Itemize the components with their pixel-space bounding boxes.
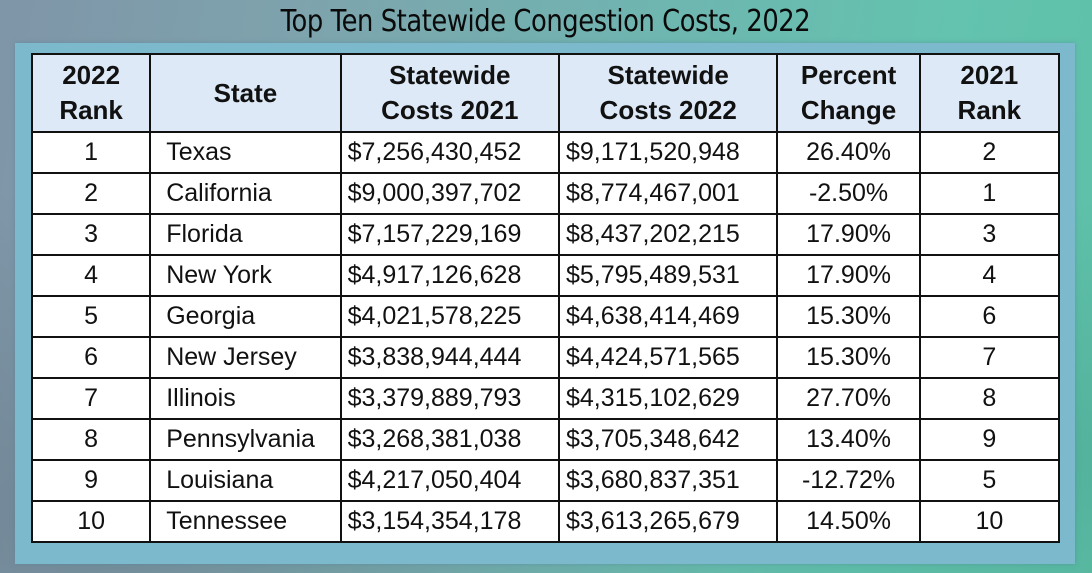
cell-rank-2022: 2 [30, 172, 152, 215]
header-label: Percent [800, 60, 897, 90]
header-label: Rank [59, 95, 123, 125]
congestion-costs-table: 2022 Rank State Statewide Costs 2021 Sta… [30, 53, 1061, 543]
cell-costs-2022: $8,437,202,215 [557, 213, 779, 256]
cell-rank-2022: 8 [30, 418, 152, 461]
header-costs-2021: Statewide Costs 2021 [339, 53, 561, 133]
cell-costs-2021: $4,021,578,225 [339, 295, 561, 338]
header-label: Statewide [607, 60, 729, 90]
cell-state: New Jersey [149, 336, 342, 379]
page-title: Top Ten Statewide Congestion Costs, 2022 [280, 4, 811, 39]
cell-state: Tennessee [149, 500, 342, 543]
table-row: 4 New York $4,917,126,628 $5,795,489,531… [30, 254, 1061, 297]
cell-state: California [149, 172, 342, 215]
cell-rank-2021: 3 [918, 213, 1061, 256]
cell-state: Florida [149, 213, 342, 256]
cell-rank-2022: 5 [30, 295, 152, 338]
cell-costs-2022: $5,795,489,531 [557, 254, 779, 297]
header-costs-2022: Statewide Costs 2022 [557, 53, 779, 133]
cell-state: Texas [149, 131, 342, 174]
table-row: 9 Louisiana $4,217,050,404 $3,680,837,35… [30, 459, 1061, 502]
cell-state: Illinois [149, 377, 342, 420]
cell-percent-change: 15.30% [776, 295, 921, 338]
cell-rank-2022: 4 [30, 254, 152, 297]
table-row: 2 California $9,000,397,702 $8,774,467,0… [30, 172, 1061, 215]
cell-costs-2022: $3,613,265,679 [557, 500, 779, 543]
header-label: Costs 2022 [599, 95, 737, 125]
header-label: State [213, 77, 278, 108]
table-row: 10 Tennessee $3,154,354,178 $3,613,265,6… [30, 500, 1061, 543]
header-row: 2022 Rank State Statewide Costs 2021 Sta… [30, 53, 1061, 133]
cell-percent-change: 27.70% [776, 377, 921, 420]
table-row: 1 Texas $7,256,430,452 $9,171,520,948 26… [30, 131, 1061, 174]
cell-rank-2022: 7 [30, 377, 152, 420]
cell-rank-2022: 10 [30, 500, 152, 543]
cell-rank-2021: 6 [918, 295, 1061, 338]
header-rank-2021: 2021 Rank [918, 53, 1061, 133]
cell-costs-2021: $3,838,944,444 [339, 336, 561, 379]
cell-percent-change: 15.30% [776, 336, 921, 379]
cell-costs-2022: $4,424,571,565 [557, 336, 779, 379]
header-label: Statewide [389, 60, 511, 90]
cell-costs-2022: $3,705,348,642 [557, 418, 779, 461]
cell-state: Louisiana [149, 459, 342, 502]
cell-percent-change: 17.90% [776, 254, 921, 297]
table-row: 3 Florida $7,157,229,169 $8,437,202,215 … [30, 213, 1061, 256]
cell-state: New York [149, 254, 342, 297]
table-row: 7 Illinois $3,379,889,793 $4,315,102,629… [30, 377, 1061, 420]
cell-costs-2022: $3,680,837,351 [557, 459, 779, 502]
header-label: 2021 [960, 60, 1019, 90]
cell-costs-2022: $4,638,414,469 [557, 295, 779, 338]
cell-costs-2021: $4,217,050,404 [339, 459, 561, 502]
cell-costs-2021: $4,917,126,628 [339, 254, 561, 297]
table-row: 6 New Jersey $3,838,944,444 $4,424,571,5… [30, 336, 1061, 379]
table-body: 1 Texas $7,256,430,452 $9,171,520,948 26… [30, 131, 1061, 543]
cell-percent-change: 13.40% [776, 418, 921, 461]
cell-costs-2021: $7,157,229,169 [339, 213, 561, 256]
cell-rank-2021: 10 [918, 500, 1061, 543]
cell-rank-2022: 6 [30, 336, 152, 379]
cell-rank-2021: 2 [918, 131, 1061, 174]
header-label: 2022 [62, 60, 121, 90]
cell-state: Georgia [149, 295, 342, 338]
table-row: 8 Pennsylvania $3,268,381,038 $3,705,348… [30, 418, 1061, 461]
cell-percent-change: -2.50% [776, 172, 921, 215]
cell-rank-2021: 4 [918, 254, 1061, 297]
cell-percent-change: 14.50% [776, 500, 921, 543]
header-rank-2022: 2022 Rank [30, 53, 152, 133]
table-row: 5 Georgia $4,021,578,225 $4,638,414,469 … [30, 295, 1061, 338]
cell-costs-2022: $8,774,467,001 [557, 172, 779, 215]
cell-costs-2021: $3,268,381,038 [339, 418, 561, 461]
cell-state: Pennsylvania [149, 418, 342, 461]
cell-costs-2021: $9,000,397,702 [339, 172, 561, 215]
cell-costs-2022: $9,171,520,948 [557, 131, 779, 174]
cell-rank-2021: 9 [918, 418, 1061, 461]
cell-rank-2021: 7 [918, 336, 1061, 379]
cell-rank-2021: 5 [918, 459, 1061, 502]
header-label: Costs 2021 [381, 95, 519, 125]
header-label: Change [800, 95, 897, 125]
cell-rank-2022: 3 [30, 213, 152, 256]
header-state: State [149, 53, 342, 133]
cell-rank-2022: 1 [30, 131, 152, 174]
header-label: Rank [957, 95, 1022, 125]
cell-costs-2021: $3,154,354,178 [339, 500, 561, 543]
cell-percent-change: -12.72% [776, 459, 921, 502]
header-percent-change: Percent Change [776, 53, 921, 133]
cell-rank-2021: 1 [918, 172, 1061, 215]
cell-rank-2021: 8 [918, 377, 1061, 420]
cell-percent-change: 26.40% [776, 131, 921, 174]
cell-costs-2022: $4,315,102,629 [557, 377, 779, 420]
cell-costs-2021: $3,379,889,793 [339, 377, 561, 420]
cell-percent-change: 17.90% [776, 213, 921, 256]
cell-costs-2021: $7,256,430,452 [339, 131, 561, 174]
cell-rank-2022: 9 [30, 459, 152, 502]
